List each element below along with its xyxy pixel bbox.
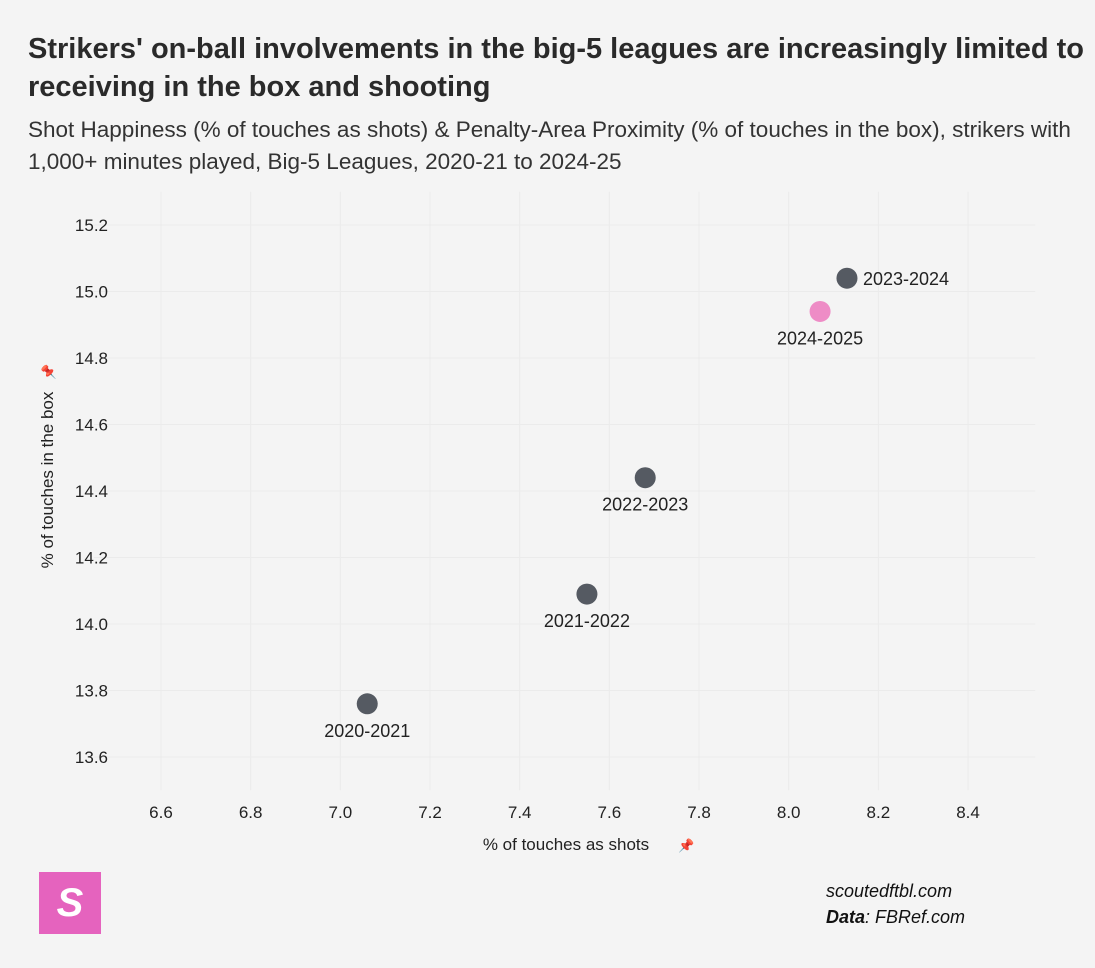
brand-logo: S: [39, 872, 101, 934]
x-tick-label: 6.8: [239, 803, 263, 822]
data-label: Data: [826, 907, 866, 927]
x-tick-label: 7.0: [329, 803, 353, 822]
chart-subtitle: Shot Happiness (% of touches as shots) &…: [28, 117, 1071, 174]
x-tick-label: 7.6: [598, 803, 622, 822]
data-source: : FBRef.com: [865, 907, 966, 927]
y-tick-label: 13.6: [75, 748, 108, 767]
x-tick-label: 8.4: [956, 803, 980, 822]
grid: [93, 191, 1036, 791]
x-tick-label: 8.0: [777, 803, 801, 822]
x-tick-label: 7.8: [687, 803, 711, 822]
y-axis-label: % of touches in the box: [38, 391, 57, 568]
y-tick-label: 14.6: [75, 416, 108, 435]
data-label: 2020-2021: [324, 721, 410, 741]
x-axis-label: % of touches as shots: [483, 835, 649, 854]
y-tick-label: 14.8: [75, 349, 108, 368]
x-tick-label: 7.4: [508, 803, 532, 822]
x-tick-label: 6.6: [149, 803, 173, 822]
data-point: [576, 583, 598, 605]
y-axis-ticks: 13.6 13.8 14.0 14.2 14.4 14.6 14.8 15.0 15.2: [75, 216, 108, 767]
pin-icon: 📌: [40, 364, 56, 380]
data-point: [809, 300, 831, 322]
y-tick-label: 15.2: [75, 216, 108, 235]
data-points: 2020-2021 2021-2022 2022-2023 2023-2024 2024…: [324, 267, 949, 741]
chart-title: Strikers' on-ball involvements in the bi…: [28, 33, 1085, 103]
y-tick-label: 15.0: [75, 283, 108, 302]
credit: scoutedftbl.com Data: FBRef.com: [826, 878, 965, 930]
x-tick-label: 7.2: [418, 803, 442, 822]
y-tick-label: 14.2: [75, 549, 108, 568]
data-label: 2023-2024: [863, 269, 949, 289]
y-tick-label: 14.0: [75, 615, 108, 634]
x-axis-ticks: 6.6 6.8 7.0 7.2 7.4 7.6 7.8 8.0 8.2 8.4: [149, 803, 980, 822]
data-label: 2021-2022: [544, 611, 630, 631]
site-credit: scoutedftbl.com: [826, 881, 953, 901]
y-tick-label: 14.4: [75, 482, 108, 501]
pin-icon: 📌: [678, 837, 694, 853]
x-tick-label: 8.2: [867, 803, 891, 822]
data-point: [634, 467, 656, 489]
data-label: 2024-2025: [777, 328, 863, 348]
data-point: [356, 693, 378, 715]
y-tick-label: 13.8: [75, 682, 108, 701]
data-point: [836, 267, 858, 289]
data-label: 2022-2023: [602, 495, 688, 515]
